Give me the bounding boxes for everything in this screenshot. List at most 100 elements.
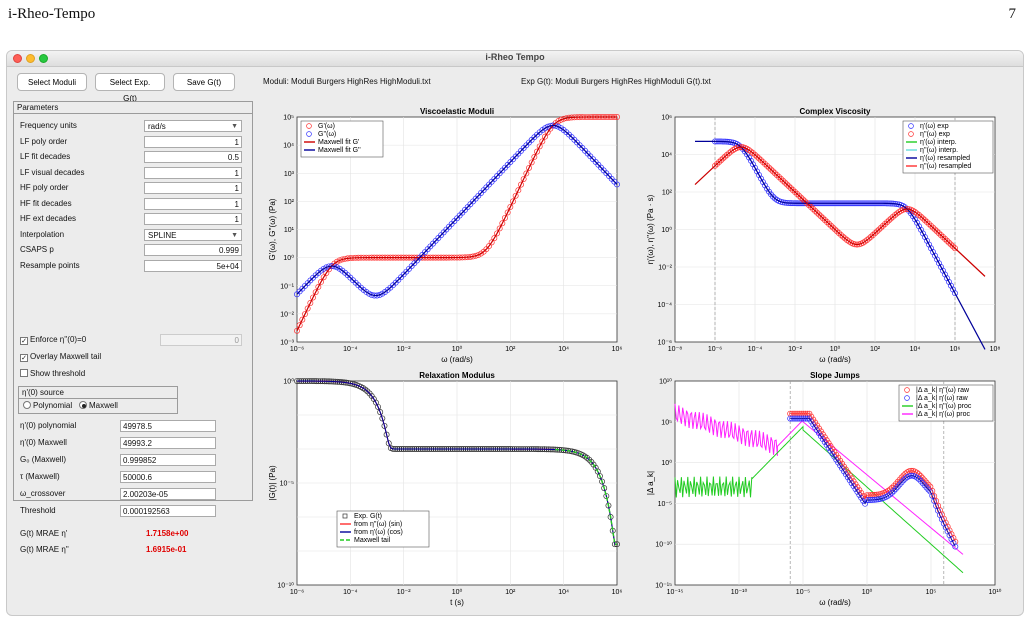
mrae2-label: G(t) MRAE η'' [20, 545, 69, 554]
select-moduli-button[interactable]: Select Moduli [17, 73, 87, 91]
eta-doubleprime-marker [948, 241, 954, 248]
y-tick-label: 10⁻⁵ [658, 501, 672, 508]
result-field: 0.999852 [120, 454, 216, 466]
param-input[interactable]: 1 [144, 182, 242, 194]
close-window-icon[interactable] [13, 54, 22, 63]
chevron-down-icon[interactable]: ▼ [231, 231, 238, 239]
eta-doubleprime-marker [844, 237, 850, 243]
exp-gt-marker [368, 392, 375, 399]
param-select[interactable]: SPLINE ▼ [144, 228, 242, 241]
relaxation-modulus-plot[interactable]: Relaxation Modulus t (s) |G(t)| (Pa) 10⁻⁶ 10… [259, 369, 629, 615]
eta-prime-marker [916, 223, 922, 230]
exp-file-label: Exp G(t): Moduli Burgers HighRes HighMod… [521, 77, 711, 86]
save-button[interactable]: Save G(t) [173, 73, 235, 91]
check-icon[interactable]: ✓ [20, 354, 28, 362]
param-input[interactable]: 1 [144, 166, 242, 179]
result-label: ω_crossover [20, 489, 66, 498]
gprime-marker [499, 220, 506, 227]
radio-selected-icon[interactable] [79, 401, 87, 409]
gprime-marker [531, 154, 538, 160]
eta-prime-raw-marker [885, 492, 892, 499]
gprime-marker [502, 214, 508, 221]
select-exp-button[interactable]: Select Exp. G(t) [95, 73, 165, 103]
legend-marker [908, 123, 914, 129]
overlay-checkbox-row[interactable]: ✓ Overlay Maxwell tail [20, 352, 101, 362]
source-maxwell-radio[interactable]: Maxwell [79, 401, 118, 410]
eta-prime-marker [944, 275, 950, 282]
eta-prime-raw-marker [839, 465, 845, 472]
check-icon[interactable]: ✓ [20, 337, 28, 345]
eta-prime-marker [942, 271, 948, 278]
y-tick-label: 10⁰ [283, 254, 294, 262]
eta-prime-raw-marker [925, 486, 932, 493]
gprime-marker [536, 143, 543, 150]
eta-doubleprime-marker [782, 179, 788, 186]
checkbox-icon[interactable] [20, 369, 28, 377]
eta-prime-marker [922, 234, 928, 241]
eta-doubleprime-marker [794, 190, 800, 197]
threshold-checkbox-row[interactable]: Show threshold [20, 369, 85, 378]
eta-doubleprime-marker [760, 159, 766, 166]
eta-prime-marker [950, 286, 956, 293]
x-tick-label: 10⁴ [558, 346, 569, 353]
param-input[interactable]: 0.999 [144, 244, 242, 256]
eta-doubleprime-marker [838, 231, 844, 238]
eta-doubleprime-marker [748, 148, 754, 155]
eta-prime-raw-marker [856, 491, 863, 498]
legend-entry: G'(ω) [318, 123, 335, 130]
legend-entry: η''(ω) resampled [920, 163, 971, 170]
legend-entry: η'(ω) resampled [920, 155, 970, 162]
eta-doubleprime-marker [946, 239, 952, 246]
eta-prime-marker [746, 154, 752, 161]
eta-doubleprime-marker [784, 181, 790, 188]
slope-jumps-plot[interactable]: Slope Jumps ω (rad/s) |Δ a_k| 10⁻¹⁵ 10⁻¹⁰ 10⁻… [635, 369, 1015, 615]
gprime-marker [504, 209, 511, 216]
exp-gt-marker [590, 461, 597, 468]
eta-doubleprime-marker [792, 189, 798, 195]
y-tick-label: 10² [662, 190, 673, 197]
param-select[interactable]: rad/s ▼ [144, 120, 242, 132]
eta-prime-marker [748, 157, 754, 164]
eta-doubleprime-marker [878, 224, 884, 231]
param-input[interactable]: 1 [144, 213, 242, 225]
maxwell-tail-line [555, 448, 617, 545]
param-input[interactable]: 1 [144, 197, 242, 210]
eta-doubleprime-marker [834, 228, 840, 235]
legend-entry: Maxwell fit G' [318, 139, 359, 146]
radio-icon[interactable] [23, 401, 31, 409]
mrae1-value: 1.7158e+00 [146, 529, 189, 538]
eta-doubleprime-marker [770, 168, 776, 175]
gprime-marker [542, 133, 548, 140]
param-input[interactable]: 1 [144, 135, 242, 148]
y-axis-label: |Δ a_k| [646, 471, 655, 495]
result-label: η'(0) Maxwell [20, 438, 67, 447]
enforce-checkbox-row[interactable]: ✓ Enforce η''(0)=0 [20, 335, 86, 345]
title-bar: i-Rheo Tempo [7, 51, 1023, 67]
parameters-title: Parameters [14, 102, 252, 114]
gprime-marker [528, 159, 535, 166]
eta-doubleprime-marker [712, 162, 718, 169]
x-tick-label: 10⁶ [612, 346, 623, 353]
gprime-marker [318, 279, 324, 285]
eta-prime-raw-marker [854, 489, 861, 495]
chevron-down-icon[interactable]: ▼ [231, 123, 238, 130]
eta-doubleprime-marker [882, 221, 888, 227]
zoom-window-icon[interactable] [39, 54, 48, 63]
y-tick-label: 10⁵ [283, 115, 294, 122]
minimize-window-icon[interactable] [26, 54, 35, 63]
eta-prime-marker [926, 241, 932, 248]
result-field: 2.00203e-05 [120, 488, 216, 500]
viscoelastic-moduli-plot[interactable]: Viscoelastic Moduli ω (rad/s) G'(ω), G''(ω… [259, 105, 629, 375]
param-input[interactable]: 5e+04 [144, 259, 242, 272]
legend-entry: η''(ω) interp. [920, 147, 958, 154]
eta-prime-raw-marker [837, 462, 844, 469]
gprime-marker [494, 230, 500, 237]
x-axis-label: ω (rad/s) [441, 355, 473, 364]
param-label: LF visual decades [20, 167, 85, 177]
eta-prime-raw-marker [825, 444, 832, 451]
source-polynomial-radio[interactable]: Polynomial [23, 401, 72, 410]
complex-viscosity-plot[interactable]: Complex Viscosity ω (rad/s) η'(ω), η''(ω) … [635, 105, 1015, 375]
moduli-file-label: Moduli: Moduli Burgers HighRes HighModul… [263, 77, 431, 86]
document-header: i-Rheo-Tempo 7 [8, 6, 1016, 28]
param-input[interactable]: 0.5 [144, 151, 242, 163]
